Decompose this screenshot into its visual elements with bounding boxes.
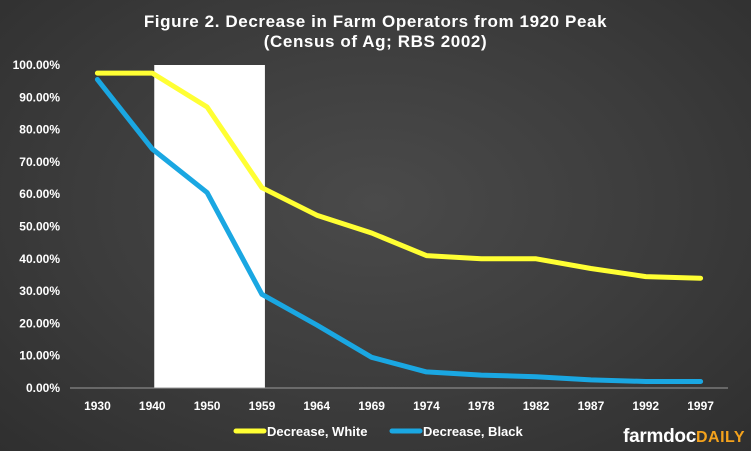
x-tick-label: 1964 [303, 399, 330, 413]
legend: Decrease, White Decrease, Black [233, 424, 524, 439]
highlight-band [154, 65, 265, 388]
y-tick-label: 50.00% [19, 220, 60, 234]
legend-label: Decrease, White [267, 424, 367, 439]
series-line-white [94, 70, 704, 281]
y-tick-label: 90.00% [19, 90, 60, 104]
y-tick-label: 20.00% [19, 316, 60, 330]
y-tick-label: 80.00% [19, 123, 60, 137]
y-tick-label: 10.00% [19, 349, 60, 363]
x-tick-label: 1959 [249, 399, 276, 413]
x-tick-label: 1950 [194, 399, 221, 413]
logo-main-text: farmdoc [623, 426, 696, 447]
y-tick-label: 30.00% [19, 284, 60, 298]
highlight-band-layer [154, 65, 265, 388]
series-line-black [94, 77, 704, 384]
x-tick-label: 1930 [84, 399, 111, 413]
y-tick-label: 40.00% [19, 252, 60, 266]
chart-title: Figure 2. Decrease in Farm Operators fro… [143, 12, 608, 31]
x-tick-label: 1974 [413, 399, 440, 413]
y-tick-label: 100.00% [13, 58, 61, 72]
y-tick-label: 70.00% [19, 155, 60, 169]
x-tick-label: 1982 [523, 399, 550, 413]
x-tick-label: 1997 [687, 399, 714, 413]
legend-label: Decrease, Black [423, 424, 524, 439]
logo-accent-text: DAILY [695, 429, 745, 446]
x-tick-label: 1992 [632, 399, 659, 413]
x-tick-label: 1987 [578, 399, 605, 413]
y-tick-label: 60.00% [19, 187, 60, 201]
y-tick-label: 0.00% [26, 381, 60, 395]
chart-subtitle: (Census of Ag; RBS 2002) [263, 32, 488, 51]
axis-layer: 0.00% 10.00% 20.00% 30.00% 40.00% 50.00% 60.00… [13, 58, 728, 413]
farmdoc-daily-logo: farmdocDAILY [623, 426, 745, 448]
x-tick-label: 1969 [358, 399, 385, 413]
x-tick-label: 1940 [139, 399, 166, 413]
series-layer [94, 70, 704, 384]
x-tick-label: 1978 [468, 399, 495, 413]
